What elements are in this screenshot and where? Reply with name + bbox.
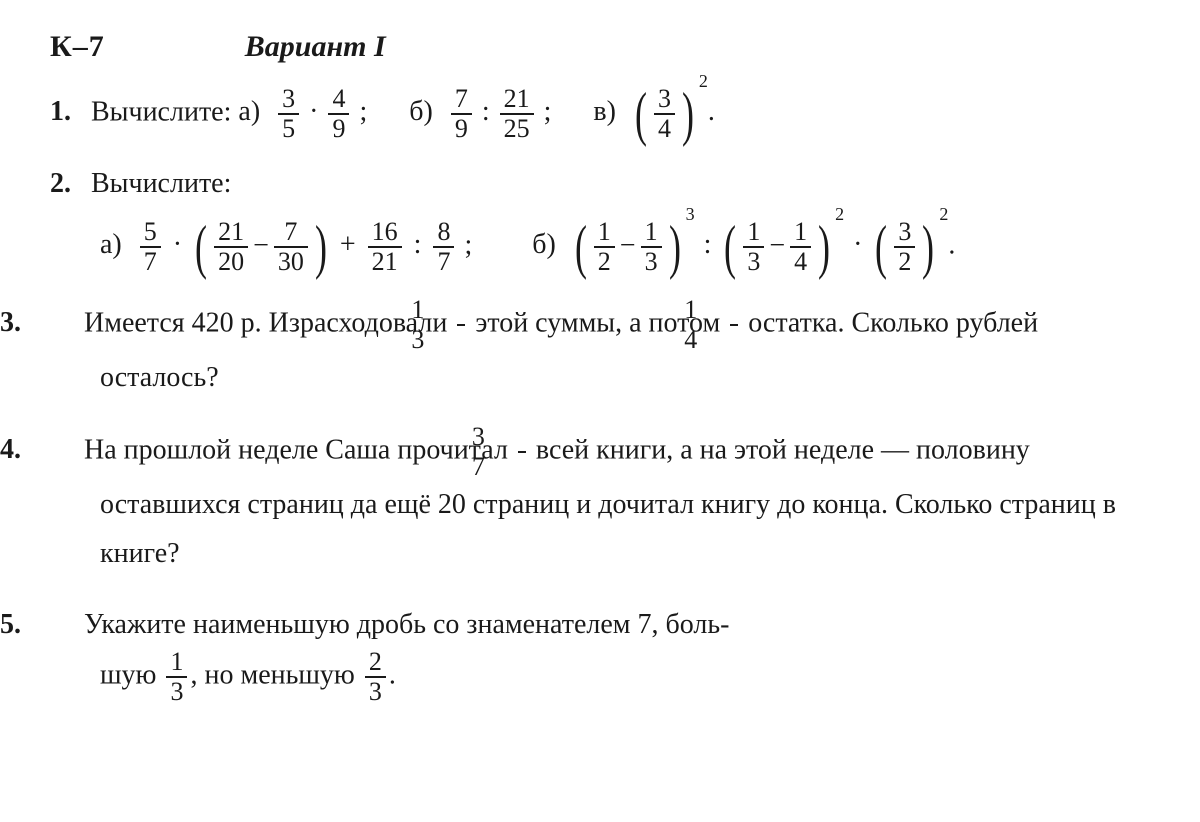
problem-1c: в) ( 3 4 ) 2. bbox=[593, 96, 715, 127]
problem-text: Имеется 420 р. Израсходовали bbox=[84, 307, 454, 338]
fraction: 14 bbox=[730, 297, 738, 353]
problem-label: Вычислите: bbox=[91, 96, 231, 127]
fraction: 3 2 bbox=[894, 219, 915, 275]
problem-4: 4.На прошлой неделе Саша прочитал 37 все… bbox=[50, 424, 1150, 578]
problem-number: 4. bbox=[50, 425, 84, 474]
paren-group: ( 3 2 ) bbox=[871, 219, 938, 275]
problem-2a: а) 5 7 · ( 21 20 − 7 30 ) + 1 bbox=[100, 219, 472, 275]
fraction: 4 9 bbox=[328, 86, 349, 142]
left-paren-icon: ( bbox=[635, 90, 647, 138]
problem-number: 1. bbox=[50, 92, 84, 133]
problem-1: 1. Вычислите: а) 3 5 · 4 9 ; б) 7 9 : 21… bbox=[50, 86, 1150, 142]
fraction: 5 7 bbox=[140, 219, 161, 275]
problem-text: На прошлой неделе Саша прочитал bbox=[84, 434, 515, 465]
fraction: 13 bbox=[166, 649, 187, 705]
problem-2: 2. Вычислите: а) 5 7 · ( 21 20 − 7 30 bbox=[50, 164, 1150, 275]
fraction: 3 5 bbox=[278, 86, 299, 142]
problem-3: 3.Имеется 420 р. Израсходовали 13 этой с… bbox=[50, 297, 1150, 402]
right-paren-icon: ) bbox=[669, 223, 681, 271]
fraction: 8 7 bbox=[433, 219, 454, 275]
problem-2-subrow: а) 5 7 · ( 21 20 − 7 30 ) + 1 bbox=[100, 219, 1150, 275]
paren-group: ( 1 3 − 1 4 ) bbox=[720, 219, 834, 275]
fraction: 3 4 bbox=[654, 86, 675, 142]
left-paren-icon: ( bbox=[875, 223, 887, 271]
exponent: 3 bbox=[686, 204, 695, 224]
problem-label: Вычислите: bbox=[91, 168, 231, 199]
problem-text: , но меньшую bbox=[190, 659, 361, 690]
fraction: 1 4 bbox=[790, 219, 811, 275]
paren-group: ( 3 4 ) bbox=[631, 86, 698, 142]
problem-1b: б) 7 9 : 21 25 ; bbox=[409, 96, 558, 127]
fraction: 21 20 bbox=[214, 219, 248, 275]
right-paren-icon: ) bbox=[922, 223, 934, 271]
exponent: 2 bbox=[835, 204, 844, 224]
problem-2b: б) ( 1 2 − 1 3 ) 3 : ( 1 3 bbox=[532, 219, 955, 275]
worksheet-code: К–7 bbox=[50, 30, 105, 64]
right-paren-icon: ) bbox=[682, 90, 694, 138]
left-paren-icon: ( bbox=[724, 223, 736, 271]
fraction: 21 25 bbox=[500, 86, 534, 142]
fraction: 23 bbox=[365, 649, 386, 705]
problem-text: . bbox=[389, 659, 396, 690]
worksheet-header: К–7 Вариант I bbox=[50, 30, 1150, 64]
problem-number: 2. bbox=[50, 164, 84, 205]
fraction: 13 bbox=[457, 297, 465, 353]
fraction: 7 9 bbox=[451, 86, 472, 142]
paren-group: ( 21 20 − 7 30 ) bbox=[191, 219, 331, 275]
fraction: 37 bbox=[518, 424, 526, 480]
right-paren-icon: ) bbox=[315, 223, 327, 271]
fraction: 1 3 bbox=[641, 219, 662, 275]
left-paren-icon: ( bbox=[195, 223, 207, 271]
worksheet-variant: Вариант I bbox=[245, 30, 386, 64]
exponent: 2 bbox=[699, 71, 708, 91]
exponent: 2 bbox=[939, 204, 948, 224]
problem-number: 5. bbox=[50, 600, 84, 649]
fraction: 7 30 bbox=[274, 219, 308, 275]
right-paren-icon: ) bbox=[818, 223, 830, 271]
fraction: 1 2 bbox=[594, 219, 615, 275]
problem-text: шую bbox=[100, 659, 163, 690]
paren-group: ( 1 2 − 1 3 ) bbox=[571, 219, 685, 275]
problem-number: 3. bbox=[50, 298, 84, 347]
fraction: 16 21 bbox=[368, 219, 402, 275]
left-paren-icon: ( bbox=[575, 223, 587, 271]
problem-1a: а) 3 5 · 4 9 ; bbox=[238, 96, 374, 127]
problem-text: Укажите наименьшую дробь со знаменателем… bbox=[84, 609, 729, 640]
fraction: 1 3 bbox=[743, 219, 764, 275]
problem-5: 5.Укажите наименьшую дробь со знаменател… bbox=[50, 600, 1150, 705]
